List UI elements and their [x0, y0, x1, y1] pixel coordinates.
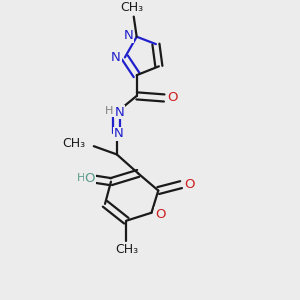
- Text: H: H: [76, 173, 85, 183]
- Text: O: O: [184, 178, 195, 190]
- Text: N: N: [113, 127, 123, 140]
- Text: O: O: [167, 92, 178, 104]
- Text: N: N: [124, 29, 133, 42]
- Text: O: O: [155, 208, 166, 221]
- Text: H: H: [105, 106, 114, 116]
- Text: CH₃: CH₃: [115, 243, 138, 256]
- Text: CH₃: CH₃: [121, 1, 144, 13]
- Text: O: O: [84, 172, 95, 185]
- Text: N: N: [115, 106, 125, 119]
- Text: CH₃: CH₃: [62, 137, 85, 150]
- Text: N: N: [111, 51, 121, 64]
